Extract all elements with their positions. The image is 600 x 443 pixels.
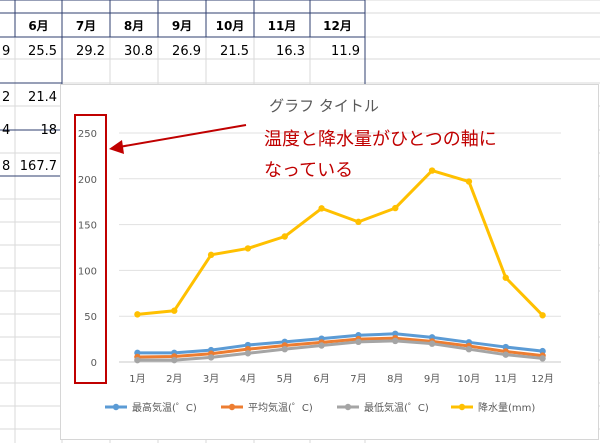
y-tick-label: 100: [78, 266, 97, 277]
legend-marker: [344, 403, 352, 411]
series-4[interactable]: [134, 167, 546, 319]
x-tick-label: 10月: [458, 373, 481, 385]
column-header-11[interactable]: 11月: [268, 19, 297, 33]
data-point[interactable]: [207, 354, 215, 361]
data-point[interactable]: [134, 356, 141, 364]
series-3[interactable]: [134, 337, 546, 364]
data-point[interactable]: [134, 311, 141, 318]
y-tick-label: 0: [91, 358, 97, 369]
x-tick-label: 1月: [129, 373, 145, 385]
line-chart: グラフ タイトル 0 50 100 150 200 250 1月 2月 3月 4月 5月 6月 7月 8…: [74, 97, 561, 414]
x-tick-label: 9月: [424, 373, 440, 385]
data-point[interactable]: [392, 330, 399, 337]
data-point[interactable]: [355, 218, 362, 226]
data-point[interactable]: [539, 347, 546, 355]
data-point[interactable]: [465, 178, 473, 185]
cell-value[interactable]: 21.5: [220, 44, 249, 59]
data-point[interactable]: [355, 338, 362, 346]
data-point[interactable]: [244, 245, 252, 252]
legend-label: 平均気温(゜C): [248, 401, 313, 414]
y-tick-label: 200: [78, 175, 97, 186]
series-line: [135, 169, 545, 317]
legend-item-3[interactable]: 最低気温(゜C): [337, 401, 429, 414]
data-point[interactable]: [318, 342, 325, 349]
data-point[interactable]: [244, 350, 252, 357]
callout-text-line2: なっている: [264, 160, 353, 181]
legend-item-4[interactable]: 降水量(mm): [451, 401, 535, 414]
x-tick-label: 5月: [277, 373, 293, 385]
legend-label: 最高気温(゜C): [132, 401, 197, 414]
y-axis-tick-labels: 0 50 100 150 200 250: [78, 129, 97, 369]
axis-highlight-box: [74, 114, 107, 384]
x-tick-label: 4月: [240, 373, 256, 385]
data-point[interactable]: [281, 233, 288, 240]
legend-label: 最低気温(゜C): [364, 401, 429, 414]
data-point[interactable]: [207, 251, 215, 259]
x-axis-tick-labels: 1月 2月 3月 4月 5月 6月 7月 8月 9月 10月 11月 12月: [129, 373, 554, 385]
cell-value[interactable]: 16.3: [276, 44, 305, 59]
chart-series: [134, 167, 546, 364]
chart-legend[interactable]: 最高気温(゜C) 平均気温(゜C) 最低気温(゜C) 降水量(mm): [105, 401, 535, 414]
data-point[interactable]: [171, 307, 178, 314]
callout-text-line1: 温度と降水量がひとつの軸に: [264, 129, 497, 150]
callout-arrowhead: [109, 140, 124, 154]
data-point[interactable]: [428, 167, 436, 174]
data-point[interactable]: [502, 343, 509, 351]
cell-value[interactable]: 21.4: [28, 90, 57, 105]
cell-values: 6月 7月 8月 9月 10月 11月 12月 9 25.5 29.2 30.8 26.9 21.5 16…: [2, 19, 360, 174]
cell-prefix[interactable]: 8: [2, 159, 10, 174]
x-tick-label: 8月: [387, 373, 403, 385]
data-point[interactable]: [392, 337, 399, 345]
cell-value[interactable]: 167.7: [20, 159, 57, 174]
legend-marker: [228, 403, 236, 411]
y-tick-label: 50: [84, 312, 97, 323]
x-tick-label: 7月: [350, 373, 366, 385]
cell-value[interactable]: 25.5: [28, 44, 57, 59]
data-point[interactable]: [318, 205, 325, 212]
y-tick-label: 250: [78, 129, 97, 140]
data-point[interactable]: [281, 345, 288, 353]
data-point[interactable]: [171, 356, 178, 364]
column-header-6[interactable]: 6月: [28, 19, 48, 33]
data-point[interactable]: [392, 204, 399, 212]
x-tick-label: 6月: [313, 373, 329, 385]
x-tick-label: 3月: [203, 373, 219, 385]
column-header-7[interactable]: 7月: [76, 19, 96, 33]
callout-arrow: [118, 124, 247, 148]
data-point[interactable]: [539, 312, 546, 319]
x-tick-label: 12月: [531, 373, 554, 385]
cell-value[interactable]: 29.2: [76, 44, 105, 59]
cell-prefix[interactable]: 9: [2, 44, 10, 59]
series-line: [135, 339, 545, 362]
column-header-10[interactable]: 10月: [216, 19, 245, 33]
cell-value[interactable]: 18: [40, 123, 57, 138]
cell-value[interactable]: 11.9: [331, 44, 360, 59]
legend-marker: [112, 403, 120, 411]
data-point[interactable]: [502, 274, 509, 281]
data-point[interactable]: [428, 340, 436, 347]
chart-gridlines: [119, 132, 561, 363]
cell-prefix[interactable]: 4: [2, 123, 10, 138]
legend-item-2[interactable]: 平均気温(゜C): [221, 401, 313, 414]
column-header-12[interactable]: 12月: [323, 19, 352, 33]
column-header-8[interactable]: 8月: [124, 19, 144, 33]
legend-item-1[interactable]: 最高気温(゜C): [105, 401, 197, 414]
cell-prefix[interactable]: 2: [2, 90, 10, 105]
chart-title[interactable]: グラフ タイトル: [269, 97, 379, 115]
cell-value[interactable]: 26.9: [172, 44, 201, 59]
x-tick-label: 2月: [166, 373, 182, 385]
data-point[interactable]: [502, 351, 509, 358]
x-tick-label: 11月: [494, 373, 517, 385]
data-point[interactable]: [539, 355, 546, 362]
y-tick-label: 150: [78, 221, 97, 232]
legend-label: 降水量(mm): [478, 401, 535, 414]
chart-area[interactable]: グラフ タイトル 0 50 100 150 200 250 1月 2月 3月 4月 5月 6月 7月 8…: [60, 84, 599, 440]
series-line: [135, 336, 545, 359]
data-point[interactable]: [465, 345, 473, 353]
legend-marker: [458, 403, 466, 411]
series-line: [135, 332, 545, 355]
column-header-9[interactable]: 9月: [172, 19, 192, 33]
cell-value[interactable]: 30.8: [124, 44, 153, 59]
series-2[interactable]: [134, 334, 546, 361]
